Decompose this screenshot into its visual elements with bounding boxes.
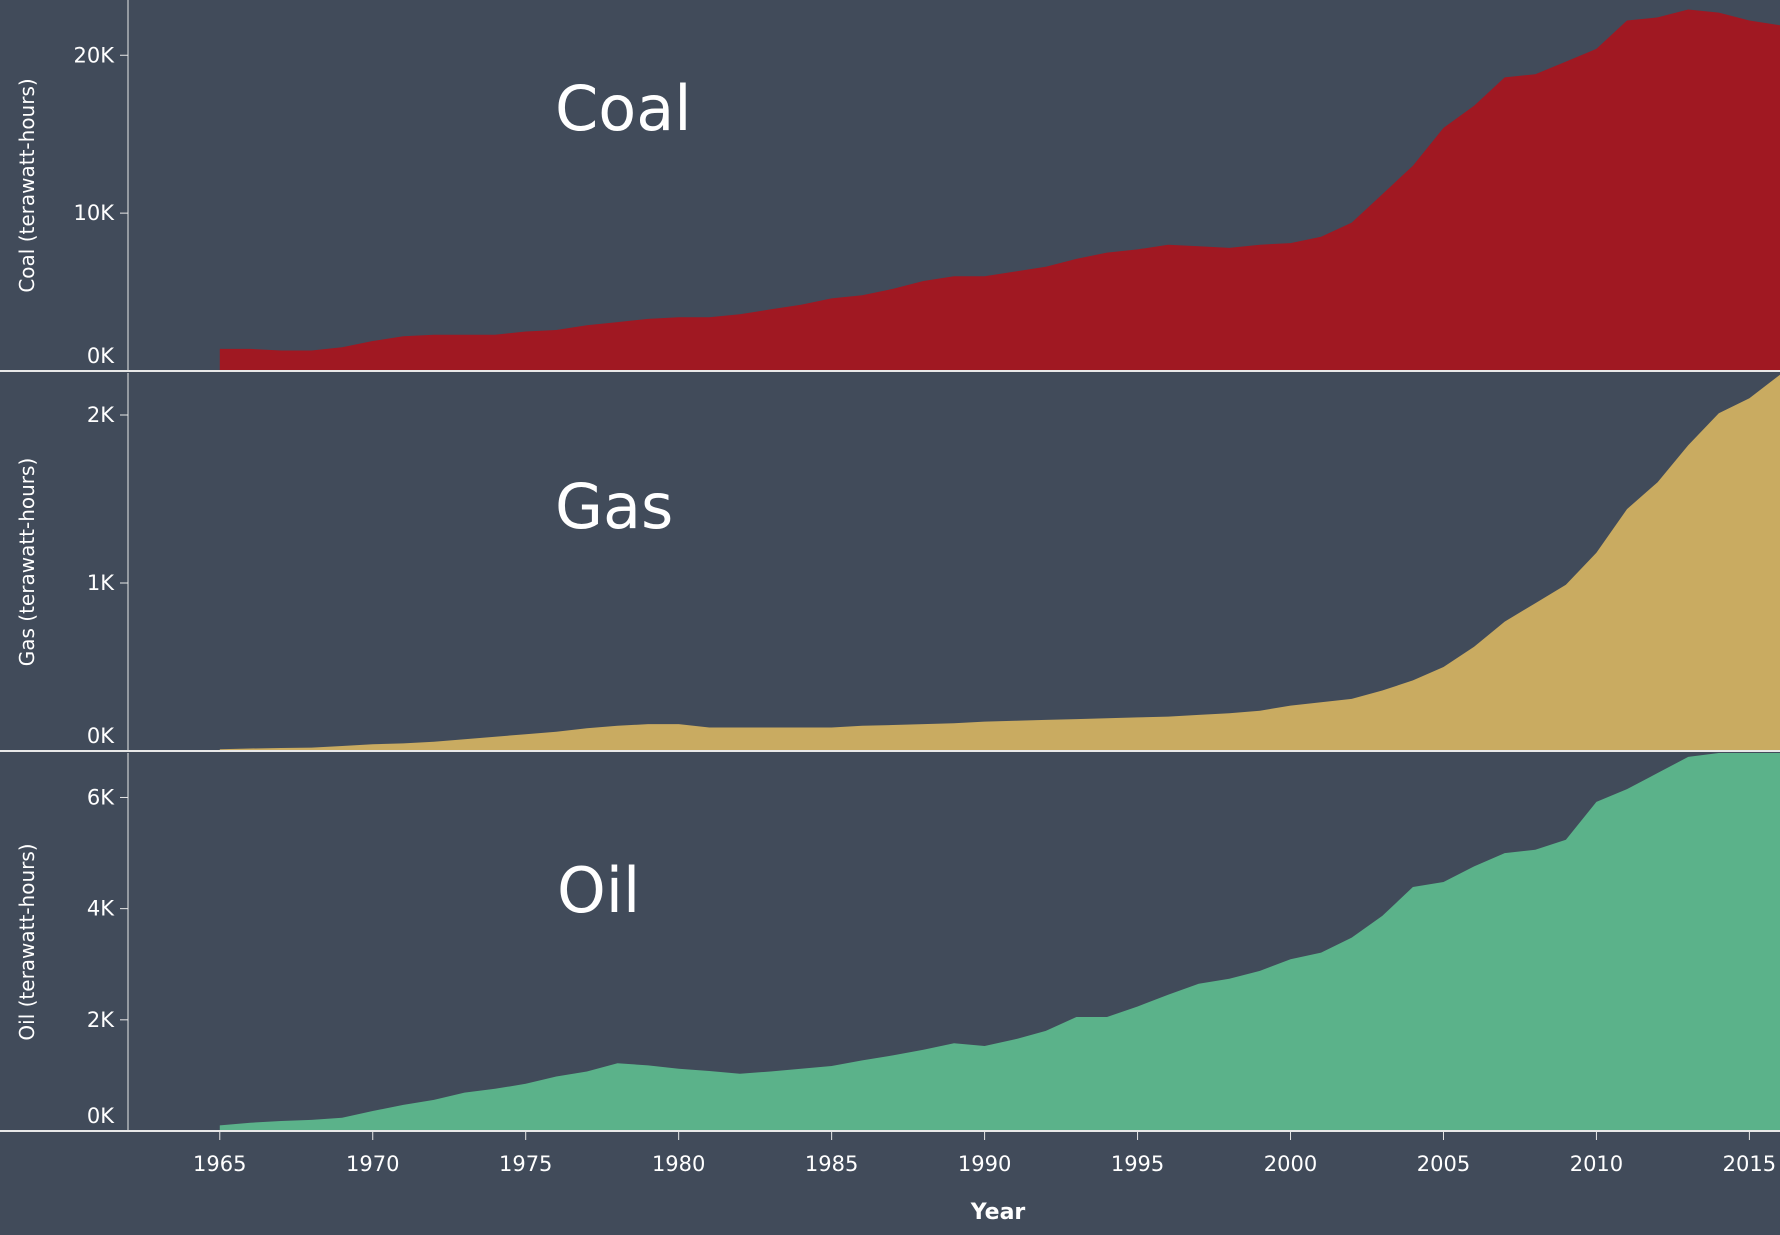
x-axis: 1965 1970 1975 1980 1985 1990 1995 2000 2005 2010…	[193, 1131, 1776, 1176]
coal-area	[219, 9, 1780, 371]
oil-y-tick-label: 6K	[87, 785, 115, 809]
x-tick-label: 1965	[193, 1152, 246, 1176]
gas-area	[219, 374, 1780, 751]
x-axis-title: Year	[970, 1200, 1026, 1225]
x-tick-label: 2015	[1723, 1152, 1776, 1176]
gas-y-axis-title: Gas (terawatt-hours)	[15, 458, 39, 667]
x-tick-label: 2010	[1570, 1152, 1623, 1176]
coal-panel-label: Coal	[555, 72, 691, 145]
gas-y-tick-label: 0K	[87, 724, 115, 748]
x-tick-label: 2000	[1264, 1152, 1317, 1176]
gas-y-tick-label: 2K	[87, 403, 115, 427]
oil-panel: 0K 2K 4K 6K Oil (terawatt-hours) Oil	[0, 753, 1780, 1132]
coal-y-tick-label: 0K	[87, 344, 115, 368]
gas-panel: 0K 1K 2K Gas (terawatt-hours) Gas	[0, 373, 1780, 752]
oil-y-tick-label: 0K	[87, 1104, 115, 1128]
x-tick-label: 2005	[1417, 1152, 1470, 1176]
coal-y-axis-title: Coal (terawatt-hours)	[15, 78, 39, 292]
oil-y-tick-label: 2K	[87, 1008, 115, 1032]
x-tick-label: 1985	[805, 1152, 858, 1176]
x-tick-label: 1990	[958, 1152, 1011, 1176]
oil-y-tick-label: 4K	[87, 897, 115, 921]
chart-panels: 0K 10K 20K Coal (terawatt-hours) Coal 0K 1K 2K G…	[0, 0, 1780, 1132]
x-tick-label: 1970	[346, 1152, 399, 1176]
x-tick-label: 1980	[652, 1152, 705, 1176]
oil-y-axis-title: Oil (terawatt-hours)	[15, 843, 39, 1040]
x-tick-label: 1975	[499, 1152, 552, 1176]
coal-y-tick-label: 10K	[74, 201, 116, 225]
x-tick-label: 1995	[1111, 1152, 1164, 1176]
coal-y-tick-label: 20K	[74, 43, 116, 67]
oil-area	[219, 753, 1780, 1131]
oil-panel-label: Oil	[557, 854, 640, 927]
coal-panel: 0K 10K 20K Coal (terawatt-hours) Coal	[0, 0, 1780, 372]
gas-panel-label: Gas	[555, 470, 673, 543]
gas-y-tick-label: 1K	[87, 571, 115, 595]
